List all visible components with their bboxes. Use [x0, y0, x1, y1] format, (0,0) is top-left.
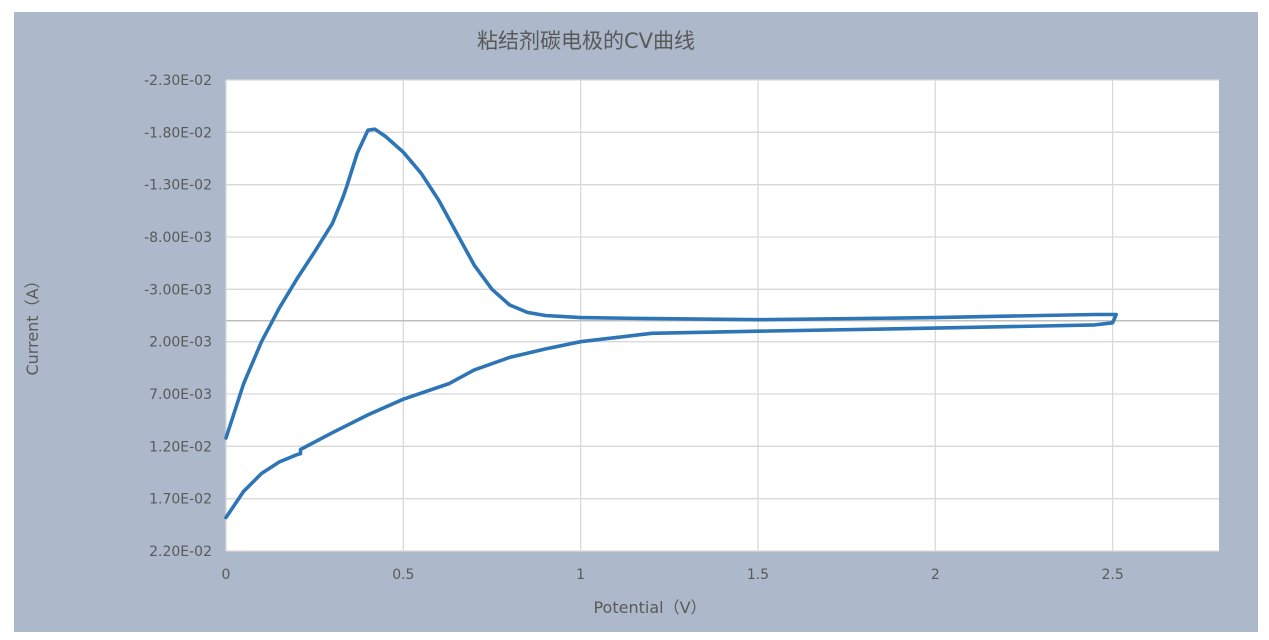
cv-curve-chart: 粘结剂碳电极的CV曲线 0 0.5 1 1.5 2 2.5 -2.30E-02 -1.80E… — [23, 29, 1219, 617]
grid-lines — [225, 79, 1219, 552]
chart-title: 粘结剂碳电极的CV曲线 — [477, 29, 695, 53]
x-tick-label-5: 2.5 — [1101, 567, 1123, 583]
x-tick-label-1: 0.5 — [392, 567, 414, 583]
x-tick-label-4: 2 — [931, 567, 940, 583]
y-tick-label-9: 2.20E-02 — [149, 544, 212, 560]
x-tick-label-3: 1.5 — [747, 567, 769, 583]
y-tick-label-1: -1.80E-02 — [144, 125, 212, 141]
y-tick-labels: -2.30E-02 -1.80E-02 -1.30E-02 -8.00E-03 -3.0… — [144, 73, 212, 560]
y-tick-label-0: -2.30E-02 — [144, 73, 212, 89]
chart-area: 粘结剂碳电极的CV曲线 0 0.5 1 1.5 2 2.5 -2.30E-02 -1.80E… — [14, 12, 1258, 632]
x-axis-title: Potential（V） — [593, 598, 706, 617]
series-layer — [224, 127, 1118, 520]
y-tick-label-3: -8.00E-03 — [144, 230, 212, 246]
x-tick-labels: 0 0.5 1 1.5 2 2.5 — [222, 567, 1124, 583]
y-axis-title: Current（A） — [23, 272, 42, 375]
y-tick-label-5: 2.00E-03 — [149, 335, 212, 351]
x-tick-label-2: 1 — [576, 567, 585, 583]
y-tick-label-7: 1.20E-02 — [149, 439, 212, 455]
y-tick-label-8: 1.70E-02 — [149, 492, 212, 508]
x-tick-label-0: 0 — [222, 567, 231, 583]
series-line-0 — [224, 127, 1118, 520]
y-tick-label-6: 7.00E-03 — [149, 387, 212, 403]
y-tick-label-4: -3.00E-03 — [144, 282, 212, 298]
y-tick-label-2: -1.30E-02 — [144, 178, 212, 194]
